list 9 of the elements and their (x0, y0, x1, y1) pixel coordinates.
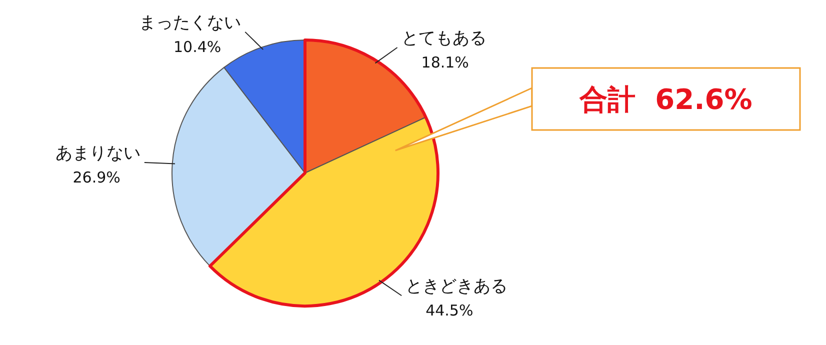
slice-label: まったくない (139, 12, 242, 33)
data-label: 26.9% (72, 168, 120, 186)
slice-label: ときどきある (406, 276, 508, 297)
text: 合計 62.6% (578, 83, 752, 116)
data-label: 18.1% (421, 54, 469, 72)
slice-label: あまりない (55, 143, 140, 164)
data-label: 10.4% (173, 38, 222, 56)
data-label: 44.5% (426, 302, 474, 320)
slice-label: とてもある (401, 28, 486, 49)
